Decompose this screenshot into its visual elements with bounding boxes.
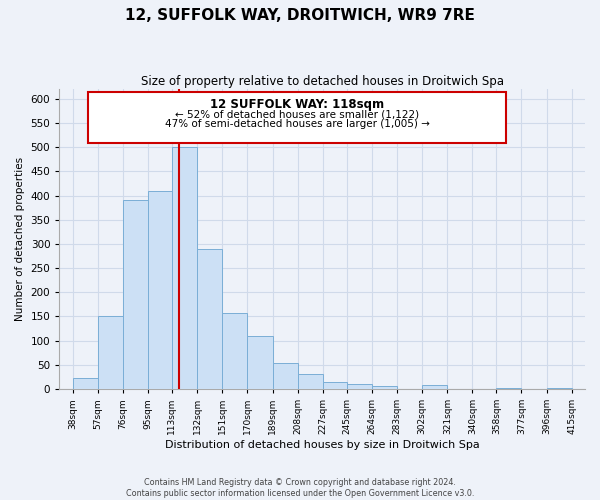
Text: 12, SUFFOLK WAY, DROITWICH, WR9 7RE: 12, SUFFOLK WAY, DROITWICH, WR9 7RE <box>125 8 475 22</box>
Text: 47% of semi-detached houses are larger (1,005) →: 47% of semi-detached houses are larger (… <box>164 119 430 129</box>
FancyBboxPatch shape <box>88 92 506 144</box>
Bar <box>197 249 222 389</box>
Bar <box>123 200 148 389</box>
Bar <box>247 336 272 389</box>
Text: ← 52% of detached houses are smaller (1,122): ← 52% of detached houses are smaller (1,… <box>175 110 419 120</box>
X-axis label: Distribution of detached houses by size in Droitwich Spa: Distribution of detached houses by size … <box>165 440 479 450</box>
Bar <box>222 312 247 389</box>
Bar <box>148 190 172 389</box>
Bar <box>547 388 572 389</box>
Text: Contains HM Land Registry data © Crown copyright and database right 2024.
Contai: Contains HM Land Registry data © Crown c… <box>126 478 474 498</box>
Text: 12 SUFFOLK WAY: 118sqm: 12 SUFFOLK WAY: 118sqm <box>210 98 384 111</box>
Bar <box>422 385 447 389</box>
Bar <box>98 316 123 389</box>
Bar <box>298 374 323 389</box>
Bar <box>496 388 521 389</box>
Y-axis label: Number of detached properties: Number of detached properties <box>15 157 25 321</box>
Bar <box>372 386 397 389</box>
Bar <box>73 378 98 389</box>
Title: Size of property relative to detached houses in Droitwich Spa: Size of property relative to detached ho… <box>140 75 503 88</box>
Bar <box>172 147 197 389</box>
Bar <box>347 384 372 389</box>
Bar <box>272 364 298 389</box>
Bar <box>323 382 347 389</box>
